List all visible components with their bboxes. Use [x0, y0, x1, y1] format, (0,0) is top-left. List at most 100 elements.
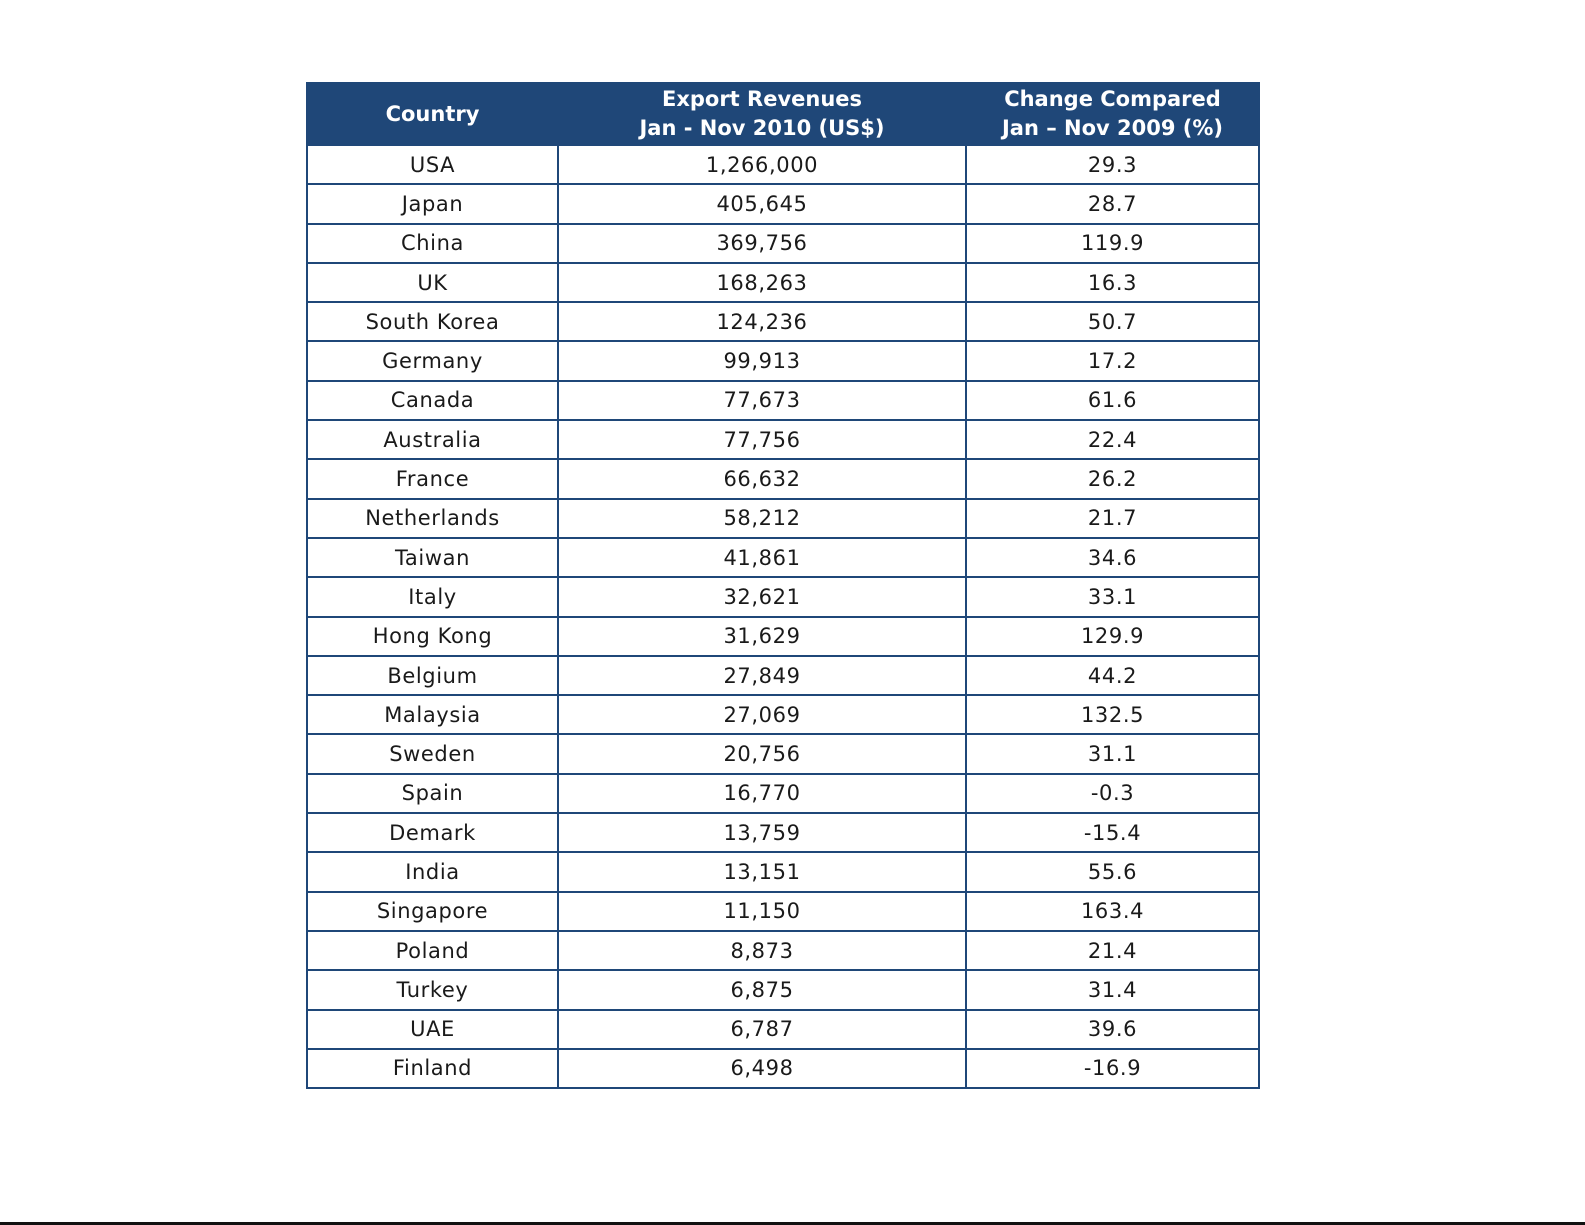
cell-change-percent: 31.1 — [965, 733, 1260, 775]
cell-country: Demark — [306, 812, 559, 854]
cell-export-revenue: 124,236 — [557, 301, 967, 343]
cell-country: Hong Kong — [306, 615, 559, 657]
cell-change-percent: 26.2 — [965, 458, 1260, 500]
column-header-export-revenues: Export Revenues Jan - Nov 2010 (US$) — [557, 82, 967, 146]
table-header: Country Export Revenues Jan - Nov 2010 (… — [306, 82, 1260, 146]
cell-country: UK — [306, 261, 559, 304]
table-row: Malaysia 27,069 132.5 — [306, 694, 1260, 736]
cell-change-percent: 28.7 — [965, 183, 1260, 225]
cell-country: South Korea — [306, 301, 559, 343]
cell-export-revenue: 13,759 — [557, 812, 967, 854]
cell-change-percent: 16.3 — [965, 261, 1260, 304]
cell-export-revenue: 32,621 — [557, 576, 967, 618]
cell-country: Malaysia — [306, 694, 559, 736]
table-row: Taiwan 41,861 34.6 — [306, 536, 1260, 579]
cell-country: Spain — [306, 772, 559, 815]
table-row: France 66,632 26.2 — [306, 458, 1260, 500]
cell-change-percent: 132.5 — [965, 694, 1260, 736]
column-header-change-line2: Jan – Nov 2009 (%) — [1001, 116, 1224, 140]
cell-change-percent: -16.9 — [965, 1047, 1260, 1090]
column-header-export-line2: Jan - Nov 2010 (US$) — [639, 116, 885, 140]
cell-country: Sweden — [306, 733, 559, 775]
cell-export-revenue: 8,873 — [557, 929, 967, 972]
export-revenue-table: Country Export Revenues Jan - Nov 2010 (… — [306, 82, 1260, 1090]
cell-change-percent: 29.3 — [965, 143, 1260, 186]
table-row: China 369,756 119.9 — [306, 222, 1260, 264]
table-row: Spain 16,770 -0.3 — [306, 772, 1260, 815]
cell-export-revenue: 168,263 — [557, 261, 967, 304]
column-header-country: Country — [306, 82, 559, 146]
table-row: Australia 77,756 22.4 — [306, 419, 1260, 461]
page-bottom-rule — [0, 1222, 1585, 1225]
table-body: USA 1,266,000 29.3 Japan 405,645 28.7 China 369… — [306, 143, 1260, 1090]
cell-change-percent: -15.4 — [965, 812, 1260, 854]
cell-export-revenue: 31,629 — [557, 615, 967, 657]
cell-export-revenue: 405,645 — [557, 183, 967, 225]
cell-change-percent: 44.2 — [965, 654, 1260, 697]
header-row: Country Export Revenues Jan - Nov 2010 (… — [306, 82, 1260, 146]
table-row: India 13,151 55.6 — [306, 851, 1260, 893]
cell-export-revenue: 20,756 — [557, 733, 967, 775]
cell-country: Finland — [306, 1047, 559, 1090]
cell-country: China — [306, 222, 559, 264]
table-row: Japan 405,645 28.7 — [306, 183, 1260, 225]
table-row: Demark 13,759 -15.4 — [306, 812, 1260, 854]
cell-country: UAE — [306, 1008, 559, 1050]
cell-export-revenue: 16,770 — [557, 772, 967, 815]
cell-change-percent: 39.6 — [965, 1008, 1260, 1050]
cell-change-percent: 119.9 — [965, 222, 1260, 264]
cell-change-percent: 33.1 — [965, 576, 1260, 618]
cell-export-revenue: 27,849 — [557, 654, 967, 697]
cell-export-revenue: 6,787 — [557, 1008, 967, 1050]
cell-change-percent: -0.3 — [965, 772, 1260, 815]
cell-export-revenue: 11,150 — [557, 890, 967, 932]
cell-export-revenue: 6,875 — [557, 969, 967, 1011]
cell-country: Germany — [306, 340, 559, 382]
column-header-country-label: Country — [385, 101, 480, 126]
cell-country: Japan — [306, 183, 559, 225]
table-row: Netherlands 58,212 21.7 — [306, 497, 1260, 539]
table-row: South Korea 124,236 50.7 — [306, 301, 1260, 343]
cell-change-percent: 17.2 — [965, 340, 1260, 382]
table-row: Poland 8,873 21.4 — [306, 929, 1260, 972]
cell-country: Poland — [306, 929, 559, 972]
cell-country: Netherlands — [306, 497, 559, 539]
table-row: Sweden 20,756 31.1 — [306, 733, 1260, 775]
column-header-change-line1: Change Compared — [1004, 87, 1221, 111]
table-row: Singapore 11,150 163.4 — [306, 890, 1260, 932]
cell-export-revenue: 77,756 — [557, 419, 967, 461]
cell-country: India — [306, 851, 559, 893]
cell-country: Canada — [306, 379, 559, 422]
table-row: Italy 32,621 33.1 — [306, 576, 1260, 618]
cell-country: Singapore — [306, 890, 559, 932]
cell-country: USA — [306, 143, 559, 186]
cell-country: Belgium — [306, 654, 559, 697]
cell-country: Australia — [306, 419, 559, 461]
cell-country: Italy — [306, 576, 559, 618]
table-row: Hong Kong 31,629 129.9 — [306, 615, 1260, 657]
cell-export-revenue: 369,756 — [557, 222, 967, 264]
table-row: Turkey 6,875 31.4 — [306, 969, 1260, 1011]
cell-change-percent: 22.4 — [965, 419, 1260, 461]
cell-export-revenue: 13,151 — [557, 851, 967, 893]
cell-change-percent: 21.4 — [965, 929, 1260, 972]
table-row: UAE 6,787 39.6 — [306, 1008, 1260, 1050]
cell-export-revenue: 58,212 — [557, 497, 967, 539]
table-row: Belgium 27,849 44.2 — [306, 654, 1260, 697]
table-row: USA 1,266,000 29.3 — [306, 143, 1260, 186]
cell-change-percent: 31.4 — [965, 969, 1260, 1011]
cell-export-revenue: 99,913 — [557, 340, 967, 382]
cell-change-percent: 34.6 — [965, 536, 1260, 579]
cell-export-revenue: 1,266,000 — [557, 143, 967, 186]
table-row: Finland 6,498 -16.9 — [306, 1047, 1260, 1090]
column-header-export-line1: Export Revenues — [661, 87, 863, 111]
cell-change-percent: 21.7 — [965, 497, 1260, 539]
cell-change-percent: 163.4 — [965, 890, 1260, 932]
cell-export-revenue: 77,673 — [557, 379, 967, 422]
cell-export-revenue: 66,632 — [557, 458, 967, 500]
cell-export-revenue: 27,069 — [557, 694, 967, 736]
table-row: Canada 77,673 61.6 — [306, 379, 1260, 422]
cell-export-revenue: 6,498 — [557, 1047, 967, 1090]
cell-country: Taiwan — [306, 536, 559, 579]
cell-change-percent: 129.9 — [965, 615, 1260, 657]
